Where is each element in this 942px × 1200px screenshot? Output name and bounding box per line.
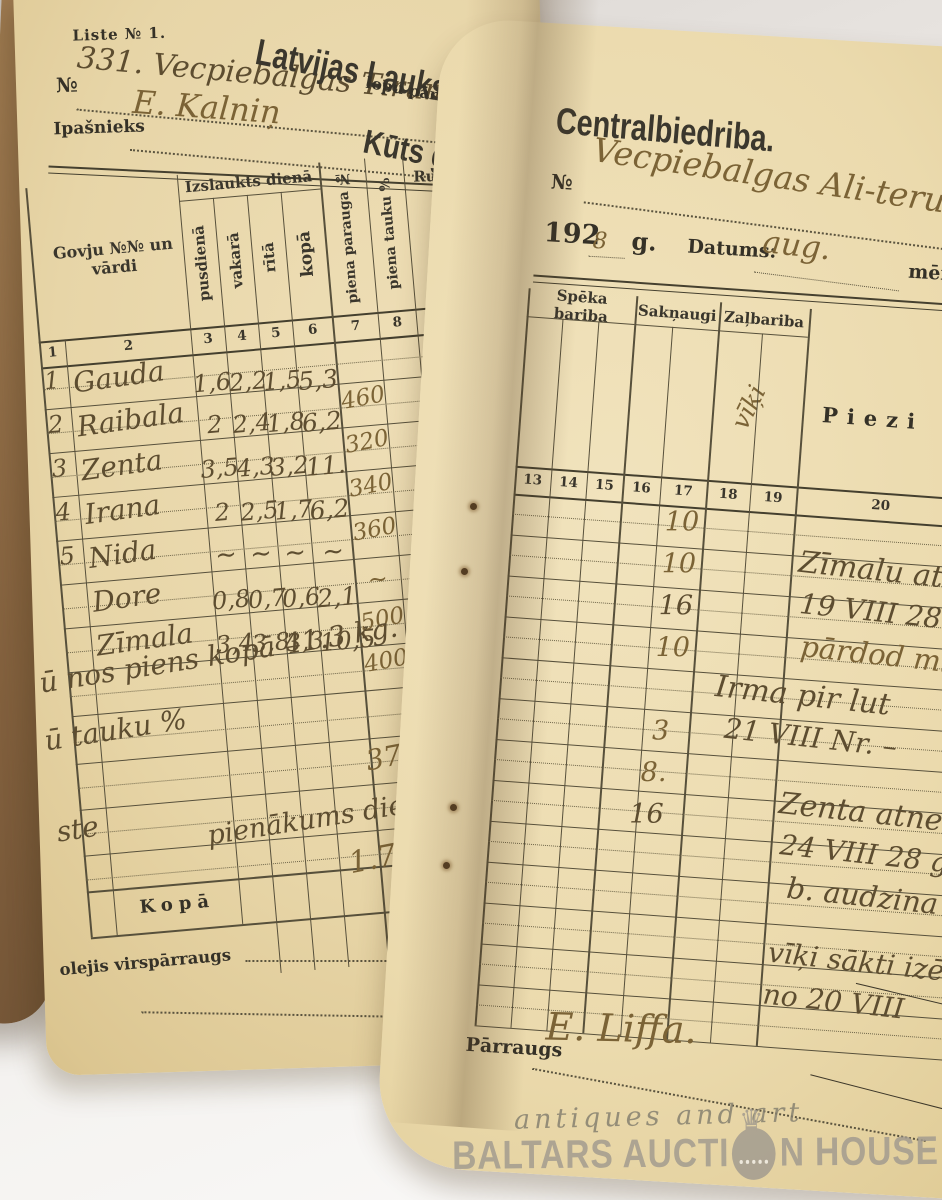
sample-no: 460 (339, 381, 388, 416)
cell-value: 2,4 (231, 407, 272, 440)
cell-value: 0,7 (246, 583, 288, 615)
header-cow-numbers: Govju №№ un vārdi (52, 233, 174, 279)
cell-value: 1,5 (261, 364, 303, 397)
sample-no: ~ (366, 564, 389, 594)
note-fat: ū tauku % (42, 702, 189, 758)
auction-house-watermark: antiques and art BALTARS AUCTI ♛ N HOUSE (452, 1097, 942, 1183)
cell-value: 2,5 (239, 495, 280, 527)
remark-line: pārdod mi (798, 629, 942, 680)
header-milk-fat-label: piena tauku % (376, 177, 403, 291)
cell-value: 1,8 (265, 406, 307, 439)
cell-value: 5,3 (297, 363, 340, 397)
handwritten-vertical-viki: vīķi (725, 380, 772, 434)
stitch-hole (450, 804, 457, 811)
cell-value: 0,6 (280, 582, 322, 614)
cell-value: 3 (652, 715, 670, 747)
right-no-label: № (550, 169, 574, 195)
cow-name: Nida (86, 532, 159, 575)
crown-logo-icon: ♛ (731, 1102, 778, 1181)
cell-value: 3,2 (269, 450, 310, 482)
remark-line: no 20 VIII (761, 977, 906, 1026)
cell-value: ~ (282, 537, 308, 570)
cell-value: 3,5 (199, 452, 240, 484)
remark-line: Zīmalu at (796, 544, 942, 596)
cell-value: ~ (248, 538, 274, 570)
sample-no: 360 (350, 512, 399, 547)
cell-value: 16 (658, 590, 694, 622)
note-ste: ste (54, 809, 101, 849)
total-row-label: Kopā (138, 890, 216, 918)
header-morning-label: rītā (258, 241, 280, 274)
header-milk-sample-label: piena parauga № (334, 170, 362, 305)
row-no: 1 (42, 366, 61, 396)
year-handwritten-digit: 8 (591, 227, 608, 255)
col-number: 1 (47, 344, 59, 361)
cell-value: 11. (304, 449, 347, 482)
row-no: 4 (54, 497, 73, 527)
crown-icon: ♛ (739, 1101, 765, 1141)
col-number: 4 (236, 327, 248, 345)
header-green-feed: Zaļbariba (718, 302, 810, 338)
crown-dots (739, 1159, 769, 1165)
header-root-crops: Sakņaugi (634, 296, 721, 332)
men-label: mēn. (907, 260, 942, 286)
right-page: Centralbiedriba. № Vecpiebalgas Ali-teru… (374, 16, 942, 1200)
left-no-label: № (55, 72, 79, 98)
col-number: 8 (392, 313, 403, 331)
row-no: 2 (46, 409, 65, 440)
remark-line: b. audzina (785, 870, 940, 922)
row-no: 3 (50, 453, 69, 483)
watermark-brand-left: BALTARS AUCTI (452, 1130, 730, 1178)
rule-line (753, 271, 899, 292)
supervisor-label: olejis virspārraugs (58, 945, 232, 980)
month-handwriting: aug. (760, 224, 833, 268)
col-number: 15 (594, 476, 615, 494)
g-label: g. (630, 226, 658, 257)
rule-line (588, 255, 625, 259)
cell-value: 8. (640, 756, 667, 789)
col-number: 14 (558, 473, 579, 492)
cell-value: ~ (320, 535, 346, 568)
cell-value: 2,1 (316, 580, 359, 614)
cell-value: 0,8 (210, 584, 252, 616)
watermark-brand: BALTARS AUCTI ♛ N HOUSE (452, 1102, 939, 1183)
col-number: 18 (718, 485, 739, 504)
cow-name: Raibala (74, 395, 187, 444)
cell-value: 2 (205, 410, 224, 440)
stitch-hole (443, 862, 450, 869)
header-concentrate-feed: Spēka bariba (526, 286, 637, 326)
cell-value: 4,3 (235, 451, 276, 483)
cell-value: 6,2 (300, 405, 343, 438)
col-number: 13 (522, 471, 543, 489)
cell-value: 10 (661, 548, 697, 580)
cell-value: 2 (213, 497, 232, 527)
col-number: 16 (631, 479, 652, 497)
header-total-label: kopā (294, 230, 319, 278)
header-remarks: Piezi (821, 402, 925, 435)
cell-value: 1,6 (191, 367, 233, 399)
stitch-hole (470, 503, 477, 510)
grid-line (494, 758, 942, 799)
col-number: 3 (202, 330, 214, 348)
cell-value: 2,2 (227, 365, 269, 398)
cell-value: 1,7 (273, 494, 314, 526)
header-evening-label: vakarā (223, 231, 247, 289)
row-no: 5 (58, 541, 76, 571)
cell-value: 10 (664, 506, 700, 538)
col-number: 5 (270, 324, 282, 342)
stitch-hole (461, 568, 468, 575)
supervisor-signature: E. Liffa. (545, 1004, 698, 1053)
col-number: 17 (673, 482, 694, 500)
sample-no: 340 (346, 468, 395, 503)
cell-value: 10 (655, 632, 691, 664)
cell-value: 16 (629, 798, 664, 830)
cell-value: 6,2 (308, 493, 351, 526)
col-number: 19 (763, 488, 783, 507)
sample-no: 320 (342, 425, 391, 459)
cow-name: Dore (90, 576, 164, 619)
header-midday-label: pusdienā (189, 224, 214, 302)
watermark-brand-right: N HOUSE (779, 1128, 939, 1175)
cell-value: ~ (213, 539, 239, 572)
